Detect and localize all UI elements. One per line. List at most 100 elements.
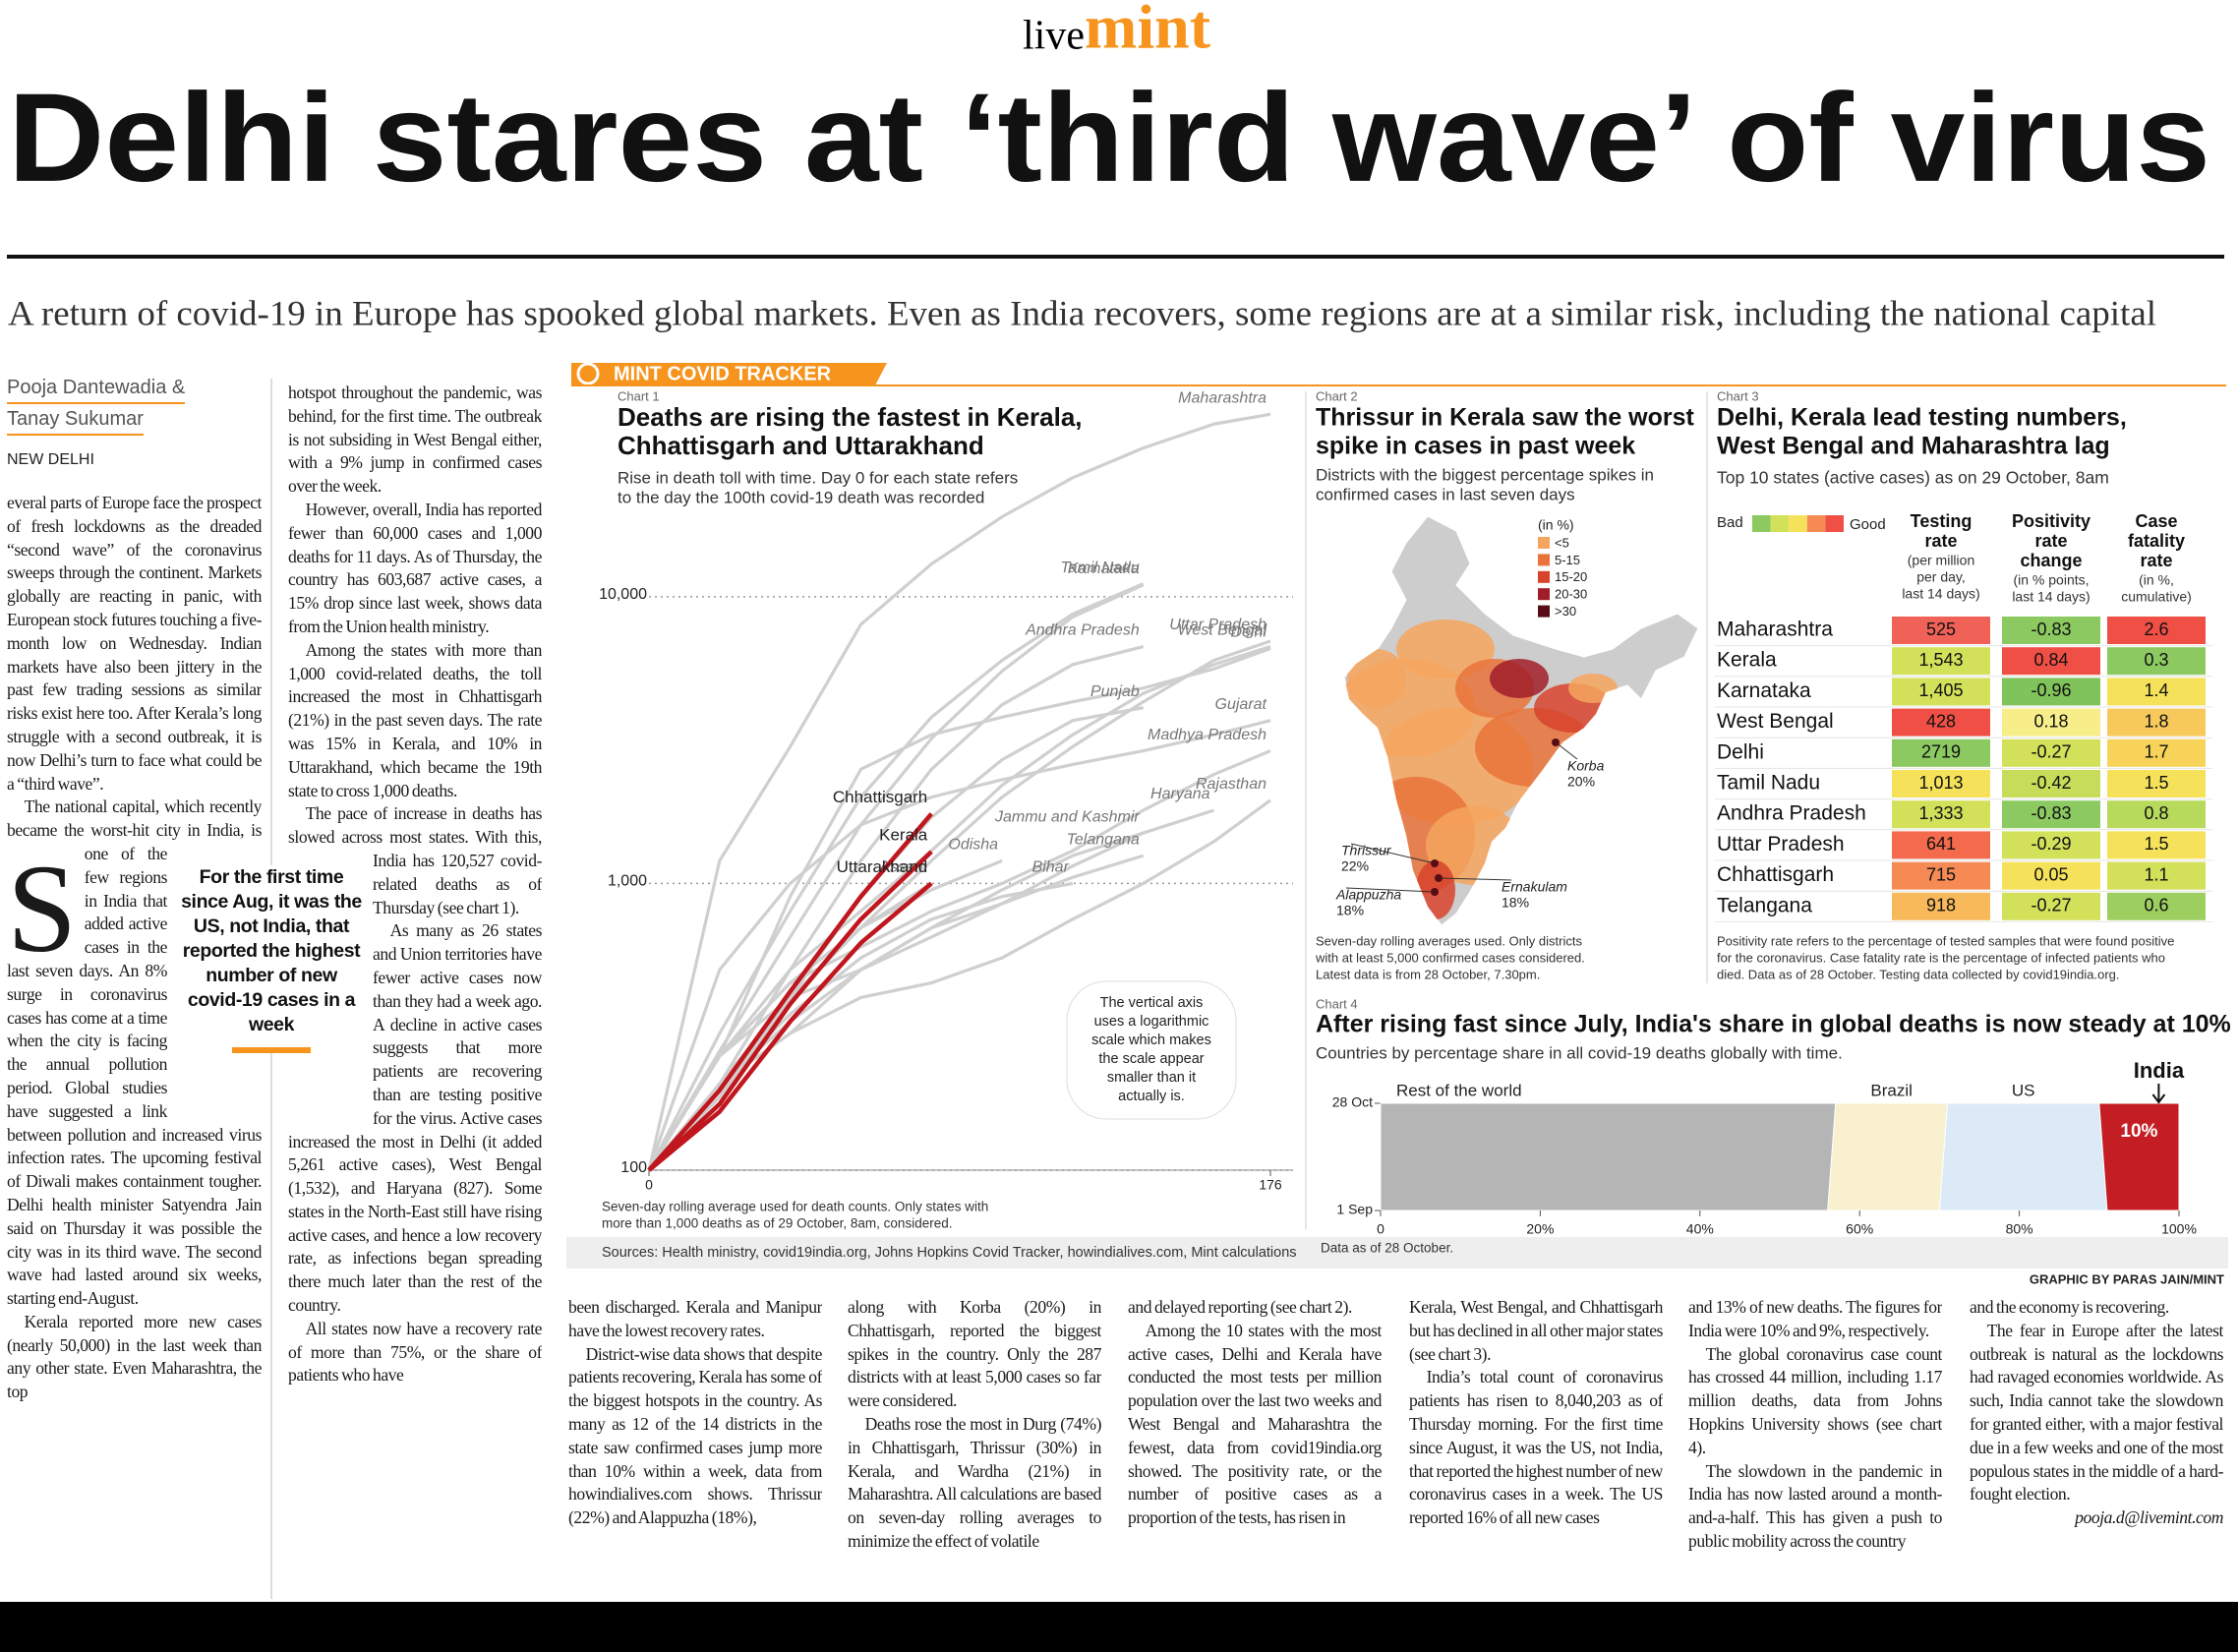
district-patch	[1396, 620, 1495, 678]
y-tick-label: 10,000	[599, 586, 647, 603]
area-band	[1827, 1102, 1949, 1211]
series-label: Jammu and Kashmir	[994, 808, 1140, 825]
cell-value: 525	[1926, 620, 1956, 639]
legend-label: 20-30	[1555, 587, 1587, 602]
chart-label: Chart 4	[1316, 996, 1358, 1011]
y-tick-label: 100	[620, 1159, 647, 1176]
cell-value: 1.1	[2144, 864, 2168, 884]
chart-footnote: died. Data as of 28 October. Testing dat…	[1717, 967, 2120, 981]
axis-note: uses a logarithmic	[1094, 1014, 1209, 1030]
row-state: Andhra Pradesh	[1717, 802, 1866, 825]
line-series	[647, 412, 1271, 1171]
callout-dot	[1435, 874, 1443, 882]
column-title: fatality	[2128, 531, 2185, 551]
chart-footnote: Positivity rate refers to the percentage…	[1717, 933, 2174, 948]
chart-footnote: with at least 5,000 confirmed cases cons…	[1315, 950, 1585, 965]
series-label: Telangana	[1067, 831, 1140, 848]
line-series	[647, 644, 1145, 1172]
cell-value: -0.83	[2031, 620, 2071, 639]
line-series	[647, 645, 1271, 1171]
cell-value: -0.42	[2031, 773, 2071, 793]
table-cell	[2002, 800, 2100, 829]
row-state: Maharashtra	[1717, 619, 1833, 641]
legend-label: >30	[1555, 604, 1576, 619]
line-series	[647, 881, 933, 1172]
series-label: Maharashtra	[1178, 389, 1266, 406]
row-state: Telangana	[1717, 894, 1812, 916]
column-title: Positivity	[2012, 511, 2091, 531]
axis-note: smaller than it	[1107, 1070, 1196, 1086]
cell-value: 1,405	[1918, 680, 1963, 700]
series-label: Kerala	[879, 826, 928, 845]
column-note: (in % points,	[2013, 572, 2089, 588]
table-cell	[2107, 831, 2206, 859]
article-paragraph: hotspot throughout the pandemic, was beh…	[288, 383, 542, 497]
cell-value: 1,543	[1918, 650, 1963, 670]
chart-subtitle: Rise in death toll with time. Day 0 for …	[618, 468, 1018, 487]
table-cell	[2002, 770, 2100, 797]
cell-value: -0.83	[2031, 803, 2071, 823]
note-box	[1066, 980, 1237, 1120]
callout-dot	[1552, 738, 1560, 746]
cell-value: 0.05	[2033, 864, 2068, 884]
line-series	[647, 881, 1074, 1172]
row-state: West Bengal	[1717, 710, 1834, 733]
legend-swatch	[1538, 554, 1550, 566]
cell-value: 1.5	[2144, 773, 2168, 793]
table-cell	[1892, 617, 1990, 644]
byline: Pooja Dantewadia & Tanay Sukumar NEW DEL…	[7, 377, 186, 469]
chart-footnote: Seven-day rolling averages used. Only di…	[1316, 933, 1582, 948]
table-cell	[1892, 738, 1990, 767]
x-tick-label: 176	[1259, 1177, 1282, 1193]
series-label: Gujarat	[1215, 696, 1267, 713]
callout-value: 20%	[1567, 774, 1595, 790]
chart-title: Thrissur in Kerala saw the worst	[1316, 404, 1695, 432]
masthead-brand: mint	[1085, 0, 1211, 62]
chart-title: Deaths are rising the fastest in Kerala,	[618, 402, 1083, 432]
chart-footnote: for the coronavirus. Case fatality rate …	[1717, 950, 2165, 965]
scale-swatch	[1806, 515, 1826, 532]
cell-value: -0.27	[2031, 896, 2071, 915]
series-arrow	[2151, 1084, 2166, 1104]
column-title: change	[2020, 551, 2082, 570]
table-cell	[1892, 861, 1990, 890]
row-state: Tamil Nadu	[1717, 772, 1820, 795]
table-cell	[2107, 861, 2206, 890]
legend-swatch	[1538, 537, 1550, 549]
tracker-banner	[571, 363, 887, 385]
table-cell	[2107, 892, 2206, 920]
series-label: Madhya Pradesh	[1148, 727, 1266, 743]
article-paragraph: District-wise data shows that despite pa…	[568, 1343, 822, 1528]
article-column: and 13% of new deaths. The figures for I…	[1688, 1296, 1942, 1599]
tracker-logo	[576, 362, 600, 385]
column-title: rate	[2034, 531, 2067, 551]
cell-value: -0.96	[2031, 680, 2071, 700]
callout-value: 18%	[1336, 903, 1364, 918]
table-cell	[1892, 708, 1990, 737]
x-tick-label: 100%	[2161, 1221, 2197, 1237]
column-title: Case	[2135, 511, 2177, 531]
chart-subtitle: Top 10 states (active cases) as on 29 Oc…	[1717, 468, 2109, 488]
table-cell	[2002, 617, 2100, 644]
article-paragraph: along with Korba (20%) in Chhattisgarh, …	[848, 1297, 1101, 1411]
cell-value: 0.6	[2144, 896, 2168, 915]
article-column: been discharged. Kerala and Manipur have…	[568, 1296, 822, 1599]
series-label: Andhra Pradesh	[1025, 622, 1140, 639]
article-paragraph: Kerala, West Bengal, and Chhattisgarh bu…	[1409, 1297, 1663, 1364]
table-cell	[1892, 647, 1990, 676]
column-note: (per million	[1908, 553, 1974, 568]
cell-value: 2.6	[2144, 620, 2168, 639]
series-label: Uttarakhand	[837, 857, 928, 876]
row-state: Karnataka	[1717, 679, 1811, 702]
article-paragraph: Kerala reported more new cases (nearly 5…	[7, 1311, 262, 1402]
headline-rule	[7, 255, 2224, 259]
y-tick-label: 1,000	[608, 873, 647, 890]
article-column: and delayed reporting (see chart 2). Amon…	[1128, 1296, 1382, 1599]
scale-swatch	[1752, 515, 1771, 532]
x-tick-label: 40%	[1686, 1221, 1714, 1237]
row-state: Chhattisgarh	[1717, 863, 1834, 886]
author-email: pooja.d@livemint.com	[2075, 1507, 2223, 1528]
legend-swatch	[1538, 588, 1550, 601]
table-cell	[2107, 738, 2206, 767]
article-column: hotspot throughout the pandemic, was beh…	[288, 382, 542, 1599]
